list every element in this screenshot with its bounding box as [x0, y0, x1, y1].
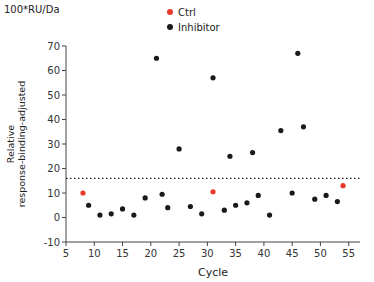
x-tick-label: 30 — [201, 248, 214, 259]
y-tick — [62, 217, 66, 218]
annotation: 100*RU/Da — [4, 4, 60, 15]
x-tick — [320, 242, 321, 246]
y-tick-label: 30 — [47, 139, 60, 150]
legend-label: Inhibitor — [178, 22, 221, 33]
x-tick-label: 15 — [116, 248, 129, 259]
point — [143, 195, 148, 200]
y-tick — [62, 70, 66, 71]
y-tick-label: 40 — [47, 114, 60, 125]
legend-marker — [167, 24, 173, 30]
x-tick-label: 45 — [286, 248, 299, 259]
y-tick-label: 0 — [54, 212, 60, 223]
series — [80, 183, 345, 196]
x-tick-label: 50 — [314, 248, 327, 259]
y-tick — [62, 46, 66, 47]
point — [97, 212, 102, 217]
point — [199, 211, 204, 216]
legend: Ctrl Inhibitor — [167, 7, 221, 33]
y-tick-label: -10 — [44, 237, 60, 248]
point — [340, 183, 345, 188]
x-tick-label: 25 — [173, 248, 186, 259]
y-tick-label: 60 — [47, 65, 60, 76]
point — [160, 192, 165, 197]
point — [256, 193, 261, 198]
point — [120, 206, 125, 211]
series — [86, 51, 340, 218]
chart: 5 10 15 20 25 30 35 40 45 50 55 -10 0 10 20 30 40 50 60 70 C… — [0, 0, 374, 282]
y-tick — [62, 168, 66, 169]
y-tick — [62, 119, 66, 120]
x-tick-label: 40 — [258, 248, 271, 259]
x-tick — [66, 242, 67, 246]
x-tick — [122, 242, 123, 246]
x-tick — [235, 242, 236, 246]
y-axis-label-line: response-binding-adjusted — [16, 81, 27, 207]
x-tick — [179, 242, 180, 246]
point — [80, 190, 85, 195]
point — [295, 51, 300, 56]
y-tick — [62, 95, 66, 96]
point — [86, 203, 91, 208]
point — [154, 56, 159, 61]
y-tick — [62, 144, 66, 145]
x-tick-label: 20 — [144, 248, 157, 259]
x-axis-label: Cycle — [198, 266, 228, 279]
point — [233, 203, 238, 208]
point — [109, 211, 114, 216]
point — [210, 75, 215, 80]
x-axis-line — [66, 242, 360, 243]
point — [210, 189, 215, 194]
point — [227, 154, 232, 159]
x-tick-label: 5 — [63, 248, 69, 259]
point — [244, 200, 249, 205]
y-tick-label: 20 — [47, 163, 60, 174]
plot-area — [66, 51, 360, 218]
y-tick — [62, 193, 66, 194]
point — [188, 204, 193, 209]
x-tick-label: 55 — [342, 248, 355, 259]
x-tick — [150, 242, 151, 246]
point — [176, 146, 181, 151]
legend-marker — [167, 9, 173, 15]
point — [165, 205, 170, 210]
point — [131, 212, 136, 217]
y-tick — [62, 242, 66, 243]
x-tick — [207, 242, 208, 246]
point — [323, 193, 328, 198]
point — [267, 212, 272, 217]
point — [290, 190, 295, 195]
x-tick — [94, 242, 95, 246]
x-tick — [348, 242, 349, 246]
x-tick-label: 10 — [88, 248, 101, 259]
point — [278, 128, 283, 133]
point — [312, 197, 317, 202]
x-tick — [292, 242, 293, 246]
point — [301, 124, 306, 129]
reference-line — [66, 178, 360, 179]
y-tick-label: 50 — [47, 90, 60, 101]
y-tick-label: 70 — [47, 41, 60, 52]
point — [250, 150, 255, 155]
x-tick-label: 35 — [229, 248, 242, 259]
y-tick-label: 10 — [47, 188, 60, 199]
legend-label: Ctrl — [178, 7, 196, 18]
x-tick — [263, 242, 264, 246]
point — [335, 199, 340, 204]
point — [222, 208, 227, 213]
y-axis-label: Relativeresponse-binding-adjusted — [5, 81, 27, 207]
y-axis-label-line: Relative — [5, 125, 16, 163]
